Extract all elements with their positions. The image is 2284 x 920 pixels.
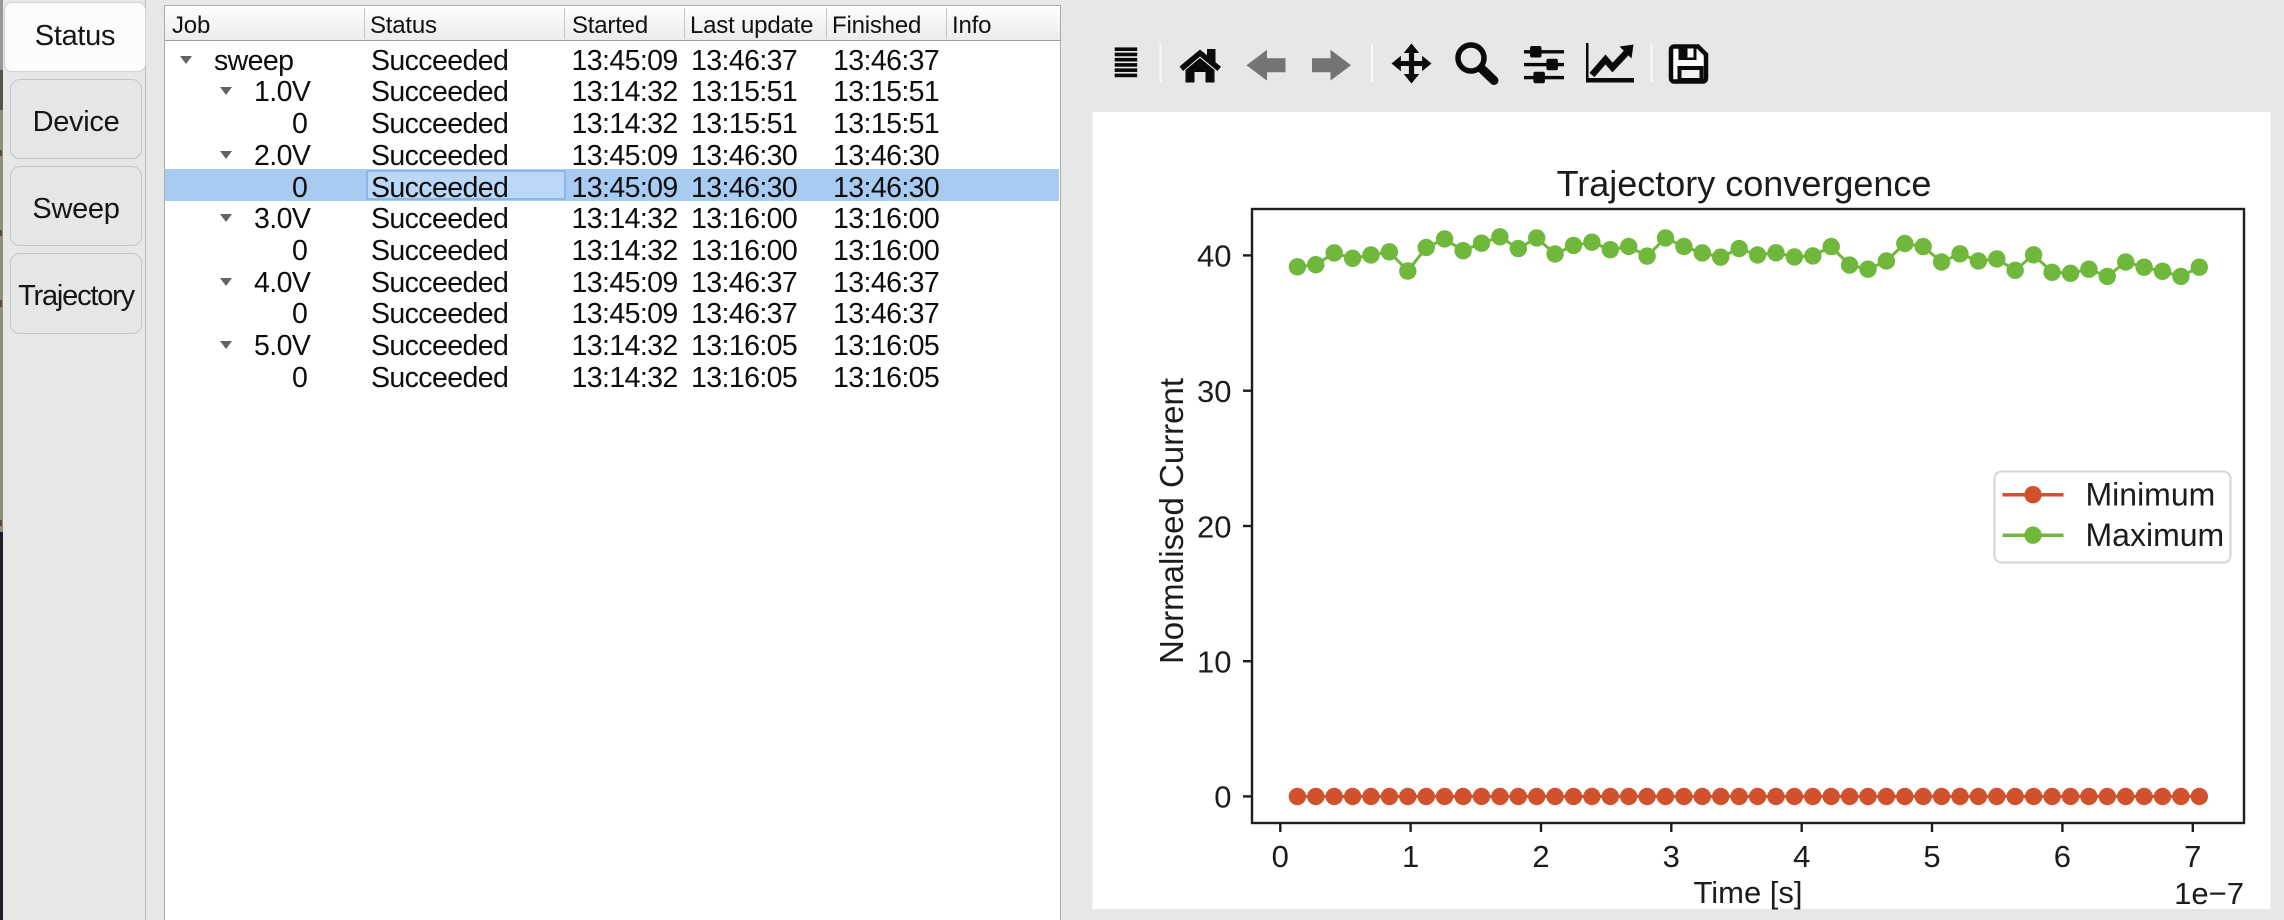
svg-text:1: 1 bbox=[1402, 839, 1419, 874]
svg-text:40: 40 bbox=[1197, 239, 1231, 274]
svg-text:2: 2 bbox=[1532, 839, 1549, 874]
svg-text:Trajectory convergence: Trajectory convergence bbox=[1557, 163, 1932, 204]
svg-text:7: 7 bbox=[2184, 839, 2201, 874]
svg-text:Time [s]: Time [s] bbox=[1693, 875, 1802, 910]
svg-text:6: 6 bbox=[2054, 839, 2071, 874]
svg-text:20: 20 bbox=[1197, 509, 1231, 544]
svg-text:Normalised Current: Normalised Current bbox=[1153, 378, 1190, 664]
svg-text:3: 3 bbox=[1663, 839, 1680, 874]
svg-text:4: 4 bbox=[1793, 839, 1810, 874]
svg-text:10: 10 bbox=[1197, 645, 1231, 680]
svg-text:0: 0 bbox=[1214, 780, 1231, 815]
svg-text:0: 0 bbox=[1272, 839, 1289, 874]
svg-text:30: 30 bbox=[1197, 374, 1231, 409]
svg-text:1e−7: 1e−7 bbox=[2174, 876, 2244, 911]
svg-text:5: 5 bbox=[1923, 839, 1940, 874]
svg-text:Minimum: Minimum bbox=[2086, 477, 2216, 513]
svg-text:Maximum: Maximum bbox=[2086, 517, 2225, 553]
